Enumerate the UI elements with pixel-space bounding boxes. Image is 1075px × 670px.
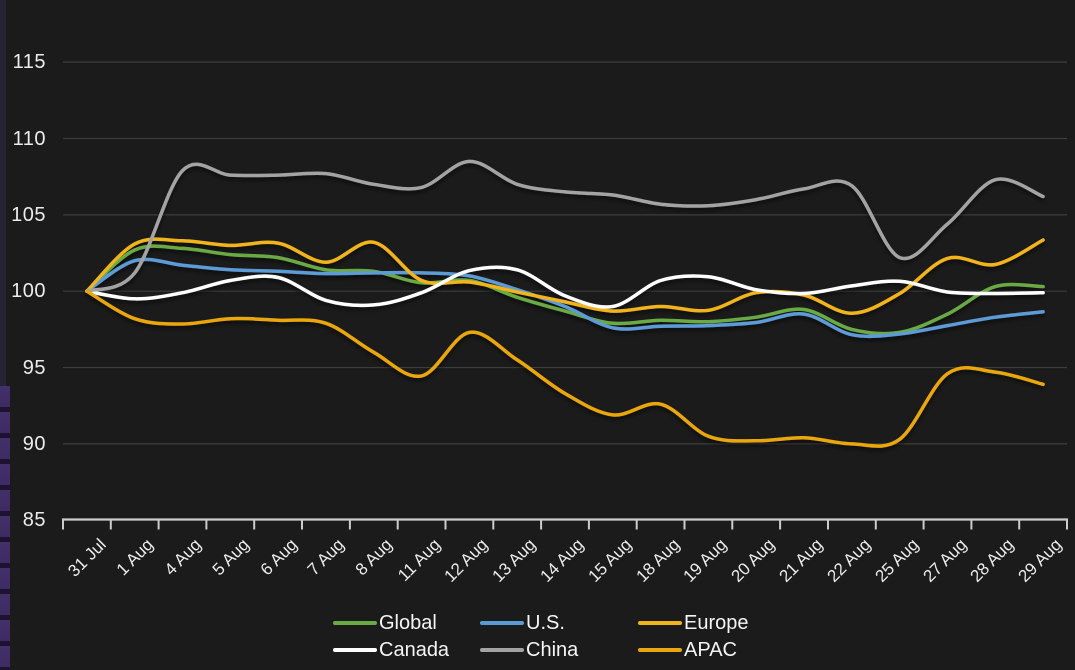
china-line — [85, 159, 1045, 293]
y-tick-label-100: 100 — [11, 280, 46, 303]
legend-item-global[interactable]: Global — [333, 610, 437, 636]
y-tick-label-85: 85 — [22, 509, 46, 532]
legend-item-us[interactable]: U.S. — [480, 610, 565, 636]
taskbar-edge-strip — [0, 386, 10, 670]
y-tick-label-115: 115 — [12, 51, 46, 74]
window-edge-strip — [0, 0, 6, 670]
legend-label: China — [526, 638, 579, 661]
canada-line — [85, 265, 1045, 309]
legend-swatch-china — [480, 648, 524, 652]
legend-swatch-canada — [333, 648, 377, 652]
legend-item-china[interactable]: China — [480, 637, 578, 663]
legend-swatch-global — [333, 621, 377, 625]
legend-label: Canada — [379, 638, 450, 661]
legend-swatch-europe — [638, 621, 682, 625]
legend-swatch-us — [480, 621, 524, 625]
y-tick-label-105: 105 — [11, 203, 46, 226]
legend-item-apac[interactable]: APAC — [638, 637, 737, 663]
global-line — [85, 244, 1045, 336]
x-axis — [62, 518, 1068, 530]
y-tick-label-95: 95 — [22, 356, 46, 379]
legend-item-europe[interactable]: Europe — [638, 610, 749, 636]
legend-item-canada[interactable]: Canada — [333, 637, 449, 663]
y-tick-label-90: 90 — [22, 432, 46, 455]
legend-label: Global — [379, 611, 437, 634]
europe-line — [85, 237, 1045, 316]
legend-label: U.S. — [526, 611, 565, 634]
y-tick-label-110: 110 — [12, 127, 46, 150]
apac-line — [85, 289, 1045, 448]
legend-swatch-apac — [638, 648, 682, 652]
legend-label: Europe — [684, 611, 749, 634]
us-line — [85, 257, 1045, 339]
legend-label: APAC — [684, 638, 737, 661]
